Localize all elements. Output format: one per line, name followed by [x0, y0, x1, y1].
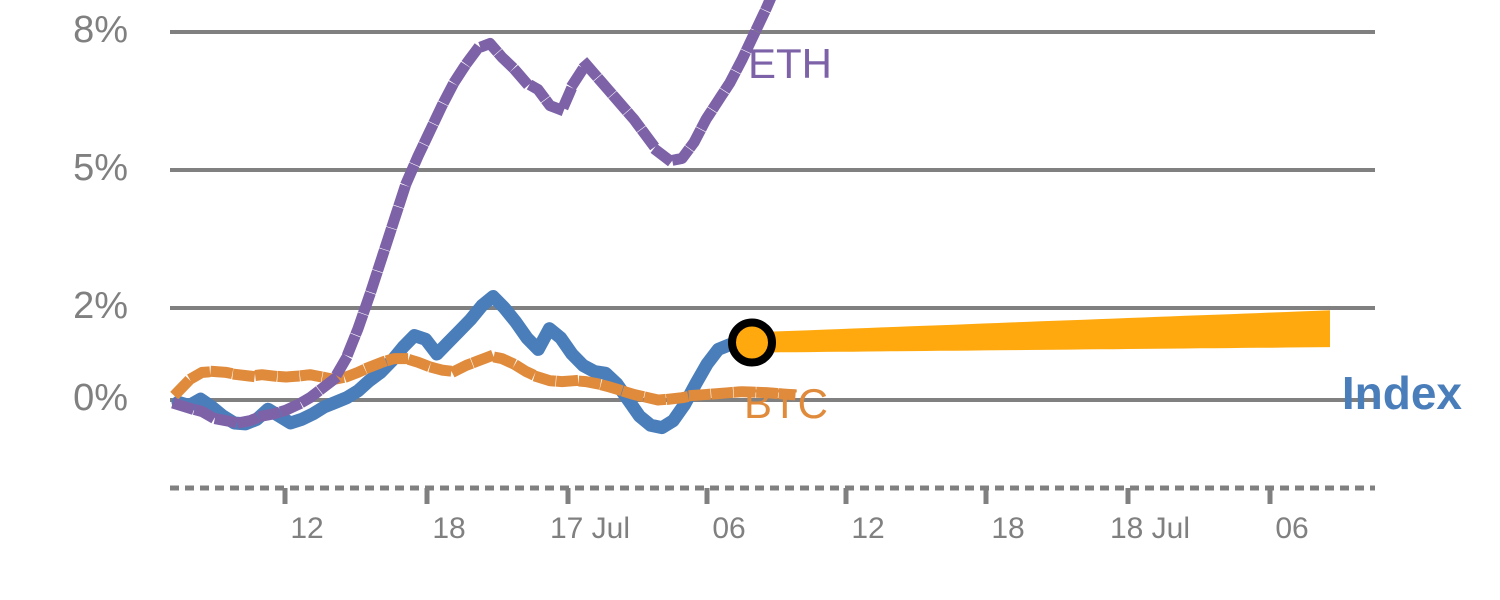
marker-dot[interactable]	[728, 318, 776, 367]
series-label-btc: BTC	[744, 380, 828, 427]
x-tick-label: 06	[1275, 512, 1308, 545]
x-tick-label: 17 Jul	[550, 512, 630, 545]
x-tick-label: 18 Jul	[1110, 512, 1190, 545]
series-label-eth: ETH	[748, 40, 832, 87]
x-axis	[170, 485, 1375, 504]
y-tick-label: 5%	[73, 147, 128, 189]
forecast-band-area	[752, 310, 1330, 353]
x-tick-label: 12	[290, 512, 323, 545]
series-label-index: Index	[1342, 367, 1463, 419]
forecast-start-marker[interactable]	[728, 318, 776, 367]
series-line-btc	[170, 350, 796, 406]
x-tick-label: 18	[432, 512, 465, 545]
y-tick-label: 2%	[73, 285, 128, 327]
x-tick-label: 06	[712, 512, 745, 545]
y-tick-label: 8%	[73, 9, 128, 51]
x-axis-tick-labels: 12 18 17 Jul 06 12 18 18 Jul 06	[290, 512, 1308, 545]
x-tick-label: 18	[991, 512, 1024, 545]
series-line-eth	[171, 0, 776, 429]
y-axis-tick-labels: 0% 2% 5% 8%	[73, 9, 128, 419]
series-lines	[170, 0, 796, 435]
y-tick-label: 0%	[73, 377, 128, 419]
x-tick-label: 12	[851, 512, 884, 545]
forecast-band	[752, 310, 1330, 353]
